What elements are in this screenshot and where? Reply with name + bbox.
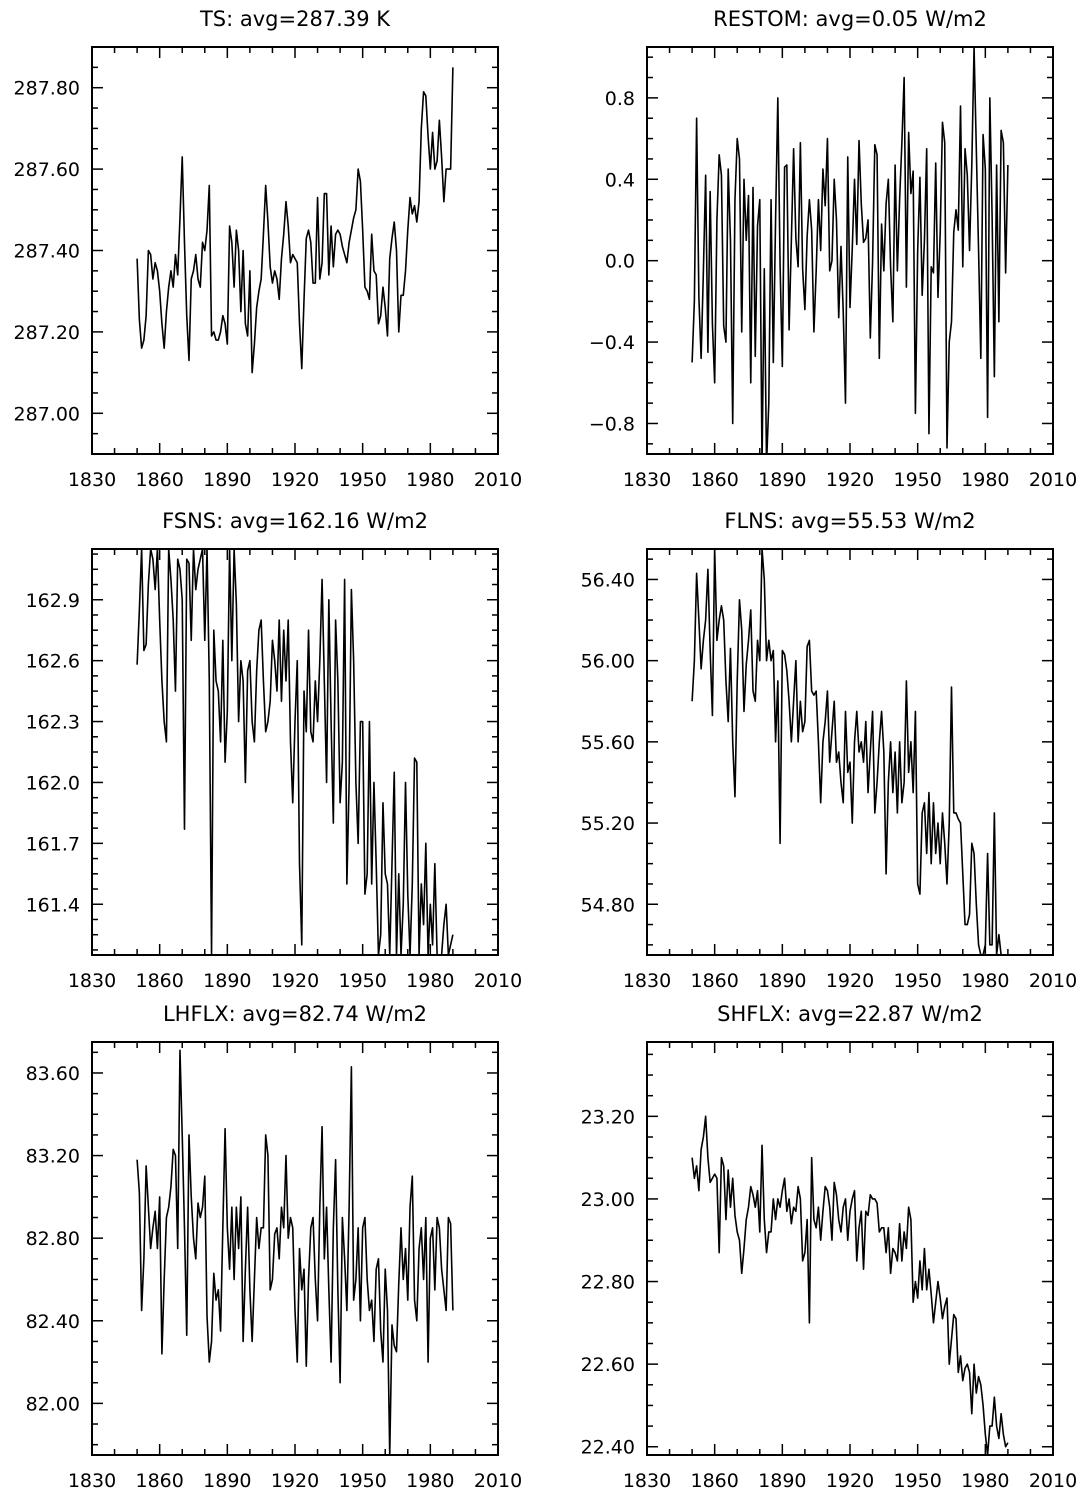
y-tick-label: −0.4 bbox=[589, 332, 635, 354]
x-tick-label: 1950 bbox=[893, 1470, 941, 1492]
panel-title: FSNS: avg=162.16 W/m2 bbox=[162, 509, 428, 533]
x-tick-label: 1980 bbox=[406, 1470, 454, 1492]
x-tick-label: 1980 bbox=[961, 970, 1009, 992]
plot-frame bbox=[91, 1041, 499, 1456]
panel-6: SHFLX: avg=22.87 W/m2 1830 1860 1890 1920 195… bbox=[581, 1002, 1078, 1492]
panel-title: FLNS: avg=55.53 W/m2 bbox=[724, 509, 975, 533]
x-tick-label: 2010 bbox=[1029, 970, 1077, 992]
y-tick-label: 162.3 bbox=[26, 712, 80, 734]
series-line bbox=[691, 47, 1009, 454]
plot-frame bbox=[91, 548, 499, 956]
series-line bbox=[136, 1049, 454, 1455]
x-tick-label: 1920 bbox=[826, 469, 874, 491]
x-tick-label: 1890 bbox=[758, 1470, 806, 1492]
y-tick-label: 22.80 bbox=[581, 1272, 635, 1294]
x-tick-label: 1980 bbox=[406, 469, 454, 491]
y-tick-label: 162.9 bbox=[26, 590, 80, 612]
x-tick-label: 1980 bbox=[961, 1470, 1009, 1492]
y-tick-label: 55.60 bbox=[581, 732, 635, 754]
y-tick-label: 162.6 bbox=[26, 651, 80, 673]
panel-title: SHFLX: avg=22.87 W/m2 bbox=[717, 1002, 983, 1026]
x-tick-label: 1830 bbox=[623, 469, 671, 491]
x-tick-label: 1920 bbox=[271, 970, 319, 992]
y-tick-label: 287.60 bbox=[14, 159, 80, 181]
x-tick-label: 1860 bbox=[135, 1470, 183, 1492]
y-tick-label: 161.4 bbox=[26, 894, 80, 916]
panel-4: FLNS: avg=55.53 W/m2 1830 1860 1890 1920 1950… bbox=[581, 509, 1078, 992]
series-line bbox=[691, 1115, 1009, 1455]
x-tick-label: 1980 bbox=[406, 970, 454, 992]
y-tick-label: 55.20 bbox=[581, 813, 635, 835]
x-tick-label: 1830 bbox=[68, 469, 116, 491]
x-tick-label: 1830 bbox=[68, 1470, 116, 1492]
x-tick-label: 1860 bbox=[135, 469, 183, 491]
x-tick-label: 2010 bbox=[1029, 1470, 1077, 1492]
x-tick-label: 1860 bbox=[690, 1470, 738, 1492]
y-tick-label: 83.20 bbox=[26, 1146, 80, 1168]
x-tick-label: 1830 bbox=[623, 970, 671, 992]
x-tick-label: 1830 bbox=[68, 970, 116, 992]
x-tick-label: 1890 bbox=[203, 970, 251, 992]
panel-5: LHFLX: avg=82.74 W/m2 1830 1860 1890 1920 195… bbox=[26, 1002, 523, 1492]
x-tick-label: 1950 bbox=[338, 469, 386, 491]
x-tick-label: 2010 bbox=[474, 1470, 522, 1492]
x-tick-label: 1830 bbox=[623, 1470, 671, 1492]
y-tick-label: 23.00 bbox=[581, 1189, 635, 1211]
x-tick-label: 1860 bbox=[690, 970, 738, 992]
y-tick-label: 22.40 bbox=[581, 1437, 635, 1459]
y-tick-label: 82.40 bbox=[26, 1311, 80, 1333]
panel-3: FSNS: avg=162.16 W/m2 1830 1860 1890 1920 195… bbox=[26, 509, 523, 992]
plot-frame bbox=[91, 46, 499, 455]
x-tick-label: 1860 bbox=[135, 970, 183, 992]
x-tick-label: 2010 bbox=[474, 469, 522, 491]
y-tick-label: 162.0 bbox=[26, 772, 80, 794]
x-tick-label: 1860 bbox=[690, 469, 738, 491]
y-tick-label: 82.00 bbox=[26, 1393, 80, 1415]
x-tick-label: 1980 bbox=[961, 469, 1009, 491]
y-tick-label: 0.0 bbox=[605, 251, 635, 273]
y-tick-label: 287.40 bbox=[14, 241, 80, 263]
panel-title: LHFLX: avg=82.74 W/m2 bbox=[163, 1002, 427, 1026]
y-tick-label: 161.7 bbox=[26, 833, 80, 855]
x-tick-label: 1920 bbox=[271, 1470, 319, 1492]
y-tick-label: 287.80 bbox=[14, 78, 80, 100]
y-tick-label: 0.4 bbox=[605, 169, 635, 191]
panel-1: TS: avg=287.39 K 1830 1860 1890 1920 1950 1980… bbox=[14, 7, 523, 491]
y-tick-label: 287.00 bbox=[14, 403, 80, 425]
y-tick-label: 82.80 bbox=[26, 1228, 80, 1250]
y-tick-label: 287.20 bbox=[14, 322, 80, 344]
x-tick-label: 2010 bbox=[474, 970, 522, 992]
y-tick-label: 54.80 bbox=[581, 894, 635, 916]
x-tick-label: 2010 bbox=[1029, 469, 1077, 491]
y-tick-label: 0.8 bbox=[605, 88, 635, 110]
series-line bbox=[691, 549, 1008, 955]
y-tick-label: 56.40 bbox=[581, 569, 635, 591]
plot-frame bbox=[646, 548, 1054, 956]
plot-frame bbox=[646, 1041, 1054, 1456]
x-tick-label: 1890 bbox=[203, 1470, 251, 1492]
x-tick-label: 1920 bbox=[271, 469, 319, 491]
x-tick-label: 1920 bbox=[826, 970, 874, 992]
y-tick-label: 22.60 bbox=[581, 1354, 635, 1376]
panel-title: RESTOM: avg=0.05 W/m2 bbox=[713, 7, 987, 31]
series-line bbox=[136, 67, 454, 374]
y-tick-label: 56.00 bbox=[581, 651, 635, 673]
x-tick-label: 1890 bbox=[203, 469, 251, 491]
series-line bbox=[136, 549, 454, 955]
y-tick-label: 23.20 bbox=[581, 1106, 635, 1128]
x-tick-label: 1950 bbox=[893, 970, 941, 992]
x-tick-label: 1950 bbox=[338, 1470, 386, 1492]
x-tick-label: 1920 bbox=[826, 1470, 874, 1492]
x-tick-label: 1950 bbox=[893, 469, 941, 491]
x-tick-label: 1890 bbox=[758, 469, 806, 491]
x-tick-label: 1890 bbox=[758, 970, 806, 992]
panel-2: RESTOM: avg=0.05 W/m2 1830 1860 1890 1920 195… bbox=[589, 7, 1077, 491]
x-tick-label: 1950 bbox=[338, 970, 386, 992]
panel-title: TS: avg=287.39 K bbox=[199, 7, 391, 31]
y-tick-label: 83.60 bbox=[26, 1063, 80, 1085]
y-tick-label: −0.8 bbox=[589, 413, 635, 435]
